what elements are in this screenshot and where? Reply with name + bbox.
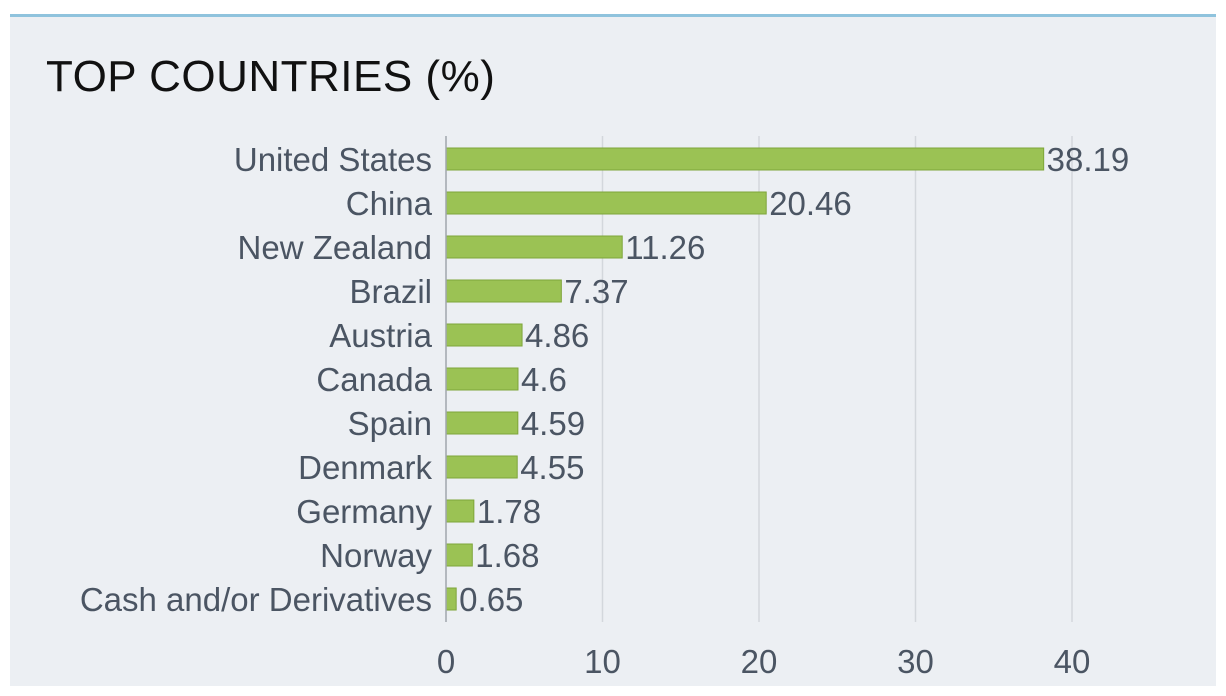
value-label: 4.59 <box>521 405 585 442</box>
bar <box>445 587 457 611</box>
category-label: Canada <box>316 361 432 398</box>
category-label: Brazil <box>349 273 432 310</box>
bar <box>445 191 767 215</box>
value-labels: 38.19 20.46 11.26 7.37 4.86 4.6 4.59 4.55 1.78 1.… <box>459 141 1129 618</box>
x-tick-label: 0 <box>437 643 455 680</box>
chart-panel <box>10 14 1216 686</box>
bar <box>445 499 475 523</box>
x-tick-labels: 0 10 20 30 40 <box>437 643 1091 680</box>
value-label: 1.68 <box>475 537 539 574</box>
bar <box>445 323 523 347</box>
value-label: 7.37 <box>564 273 628 310</box>
bar <box>445 543 473 567</box>
bar <box>445 147 1045 171</box>
value-label: 4.86 <box>525 317 589 354</box>
x-tick-label: 20 <box>741 643 778 680</box>
category-label: Germany <box>296 493 432 530</box>
category-labels: United States China New Zealand Brazil Austr… <box>80 141 433 618</box>
value-label: 4.55 <box>520 449 584 486</box>
value-label: 11.26 <box>625 229 705 266</box>
value-label: 1.78 <box>477 493 541 530</box>
bar <box>445 411 519 435</box>
category-label: Spain <box>348 405 432 442</box>
value-label: 20.46 <box>769 185 852 222</box>
grid-lines <box>601 136 1073 622</box>
category-label: China <box>346 185 433 222</box>
bar <box>445 279 562 303</box>
bars <box>445 147 1045 611</box>
value-label: 4.6 <box>521 361 567 398</box>
value-label: 0.65 <box>459 581 523 618</box>
x-tick-label: 30 <box>897 643 934 680</box>
bar <box>445 235 623 259</box>
category-label: Denmark <box>298 449 432 486</box>
category-label: Austria <box>329 317 432 354</box>
category-label: Cash and/or Derivatives <box>80 581 432 618</box>
x-tick-label: 40 <box>1054 643 1091 680</box>
bar <box>445 455 518 479</box>
value-label: 38.19 <box>1047 141 1130 178</box>
category-label: New Zealand <box>238 229 432 266</box>
chart-title: TOP COUNTRIES (%) <box>46 52 496 101</box>
category-label: Norway <box>320 537 432 574</box>
bar <box>445 367 519 391</box>
x-tick-label: 10 <box>584 643 621 680</box>
category-label: United States <box>234 141 432 178</box>
